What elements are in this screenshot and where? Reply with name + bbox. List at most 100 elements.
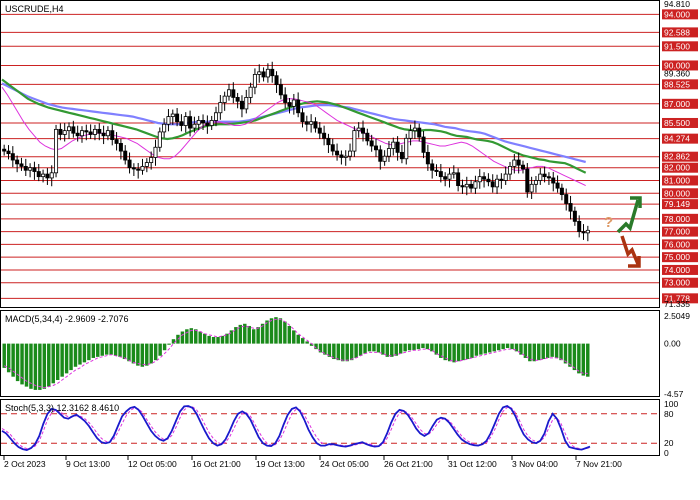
time-tick-label: 26 Oct 21:00 — [384, 459, 433, 469]
candle-body — [585, 229, 590, 234]
candle-body — [533, 180, 538, 185]
price-level-tag — [662, 264, 698, 275]
macd-bar — [140, 343, 145, 367]
price-tick-label: 85.500 — [664, 118, 690, 128]
macd-bar — [318, 343, 323, 353]
macd-bar — [296, 334, 300, 344]
candle-body — [499, 178, 504, 181]
candle-body — [365, 132, 370, 142]
stoch-tick-label: 20 — [664, 438, 674, 448]
price-level-tag — [662, 239, 698, 250]
price-level-tag — [662, 252, 698, 263]
macd-bar — [87, 343, 91, 361]
candle-body — [460, 185, 465, 188]
candle-body — [140, 166, 145, 171]
candle-body — [343, 155, 348, 158]
candle-body — [67, 126, 72, 132]
macd-bar — [73, 343, 78, 367]
macd-bar — [456, 343, 461, 362]
macd-bar — [523, 343, 528, 358]
macd-bar — [572, 343, 577, 371]
macd-bar — [238, 324, 243, 344]
time-tick-label: 31 Oct 12:00 — [448, 459, 497, 469]
candle-body — [291, 99, 296, 107]
candle-body — [482, 176, 487, 180]
time-axis: 2 Oct 2023 9 Oct 13:00 12 Oct 05:00 16 Oct … — [3, 456, 622, 469]
candle-body — [88, 131, 93, 135]
price-tick-label: 81.000 — [664, 175, 690, 185]
macd-bar — [251, 329, 256, 344]
price-level-tag — [662, 27, 698, 38]
macd-bar — [153, 343, 158, 361]
candle-body — [456, 172, 461, 186]
time-tick-label: 2 Oct 2023 — [4, 459, 46, 469]
candle-body — [209, 120, 214, 126]
candle-body — [313, 121, 318, 129]
macd-bar — [198, 331, 202, 344]
candle-body — [287, 102, 292, 107]
macd-bar — [6, 343, 11, 373]
candle-body — [447, 173, 452, 180]
time-tick-label: 7 Nov 21:00 — [576, 459, 622, 469]
candle-body — [326, 137, 331, 146]
macd-bar — [292, 330, 296, 344]
price-level-tag — [662, 293, 698, 304]
candle-body — [175, 113, 180, 123]
macd-bar — [336, 343, 341, 361]
candle-body — [15, 159, 20, 165]
macd-signal-line — [3, 318, 588, 389]
candle-body — [248, 86, 253, 98]
macd-bar — [243, 323, 247, 344]
macd-bar — [505, 343, 510, 349]
macd-bar — [586, 343, 590, 377]
time-tick-label: 19 Oct 13:00 — [256, 459, 305, 469]
macd-bar — [256, 327, 260, 344]
macd-bar — [225, 333, 229, 344]
question-mark: ? — [604, 214, 613, 231]
macd-bar — [341, 343, 345, 362]
candle-body — [231, 89, 236, 98]
macd-bar — [260, 323, 265, 344]
candle-body — [105, 130, 110, 137]
candle-body — [369, 140, 374, 147]
candle-body — [568, 203, 573, 212]
candle-body — [6, 150, 11, 155]
macd-bar — [554, 343, 559, 358]
macd-bar — [519, 343, 523, 355]
time-tick-label: 3 Nov 04:00 — [512, 459, 558, 469]
macd-bar — [104, 343, 109, 355]
candle-body — [19, 163, 24, 167]
macd-bar — [265, 320, 269, 344]
candle-body — [555, 182, 560, 189]
macd-bar — [158, 343, 162, 356]
candle-body — [464, 183, 469, 188]
macd-bar — [82, 343, 87, 363]
macd-bar — [358, 343, 363, 356]
candle-body — [486, 178, 491, 183]
macd-bar — [42, 343, 47, 389]
candle-body — [183, 116, 188, 126]
candle-body — [49, 172, 54, 179]
stoch-tick-label: 100 — [664, 399, 678, 409]
candle-body — [261, 71, 266, 78]
macd-bar — [24, 343, 29, 387]
candle-body — [270, 68, 275, 77]
candle-body — [434, 169, 439, 172]
stoch-signal-line — [1, 406, 591, 450]
macd-bar — [447, 343, 452, 362]
macd-bar — [2, 343, 6, 368]
macd-bar — [465, 343, 470, 360]
candle-body — [451, 172, 456, 175]
macd-bar — [100, 343, 104, 356]
candle-body — [71, 126, 76, 134]
macd-bar — [434, 343, 439, 355]
price-tick-label: 71.335 — [664, 299, 690, 309]
price-tick-label: 90.000 — [664, 60, 690, 70]
candle-body — [577, 220, 582, 233]
price-level-tag — [662, 117, 698, 128]
macd-bar — [113, 343, 118, 356]
macd-bar — [470, 343, 474, 358]
macd-bar — [69, 343, 73, 371]
macd-bar — [514, 343, 519, 352]
